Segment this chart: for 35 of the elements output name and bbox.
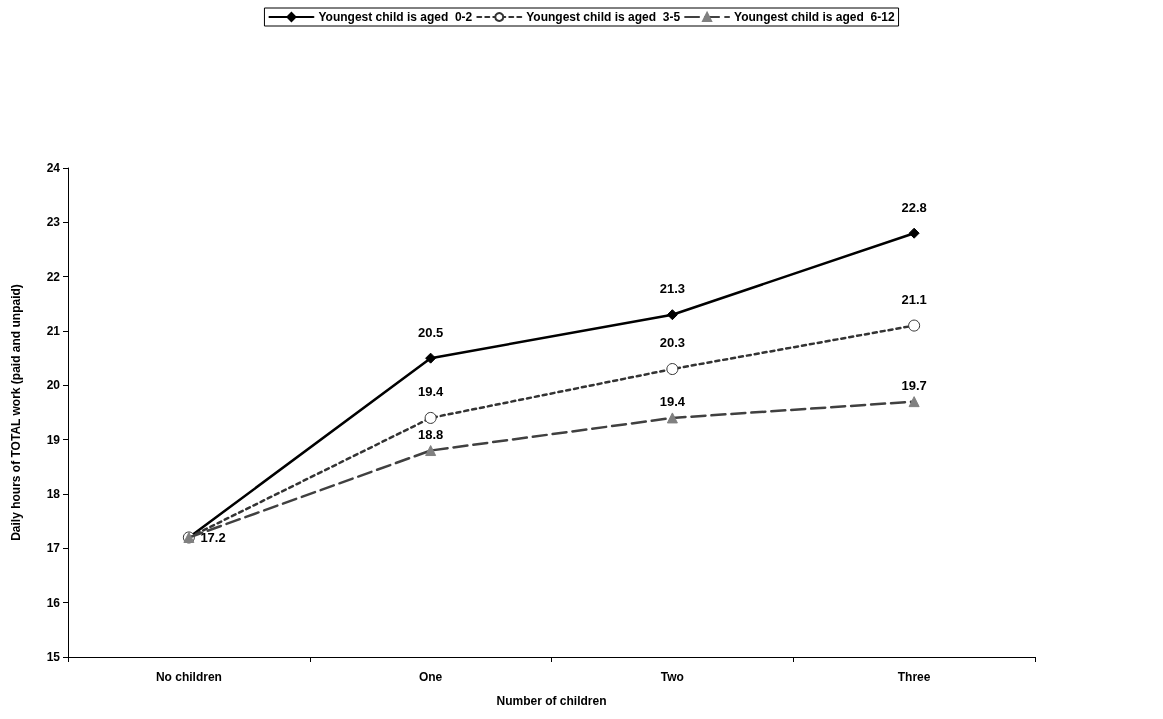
point [424, 411, 437, 424]
point [908, 319, 921, 332]
legend-label: Youngest child is aged 6-12 [734, 10, 895, 24]
y-tick-label: 18 [46, 487, 61, 501]
y-tick-label: 15 [46, 650, 61, 664]
data-label: 21.3 [659, 281, 686, 297]
data-label: 20.5 [417, 324, 444, 340]
x-tick-label: No children [155, 670, 222, 684]
y-tick-label: 23 [46, 215, 61, 230]
data-label: 19.4 [417, 383, 445, 399]
point [908, 227, 920, 239]
x-tick-label: One [418, 670, 443, 684]
x-tick-label: Three [897, 670, 931, 684]
x-axis-title: Number of children [496, 694, 607, 708]
y-tick-label: 16 [46, 595, 61, 610]
data-label: 17.2 [200, 529, 226, 545]
legend-label: Youngest child is aged 0-2 [318, 10, 473, 24]
y-tick-label: 21 [46, 324, 61, 338]
y-tick-label: 24 [46, 161, 61, 175]
data-label: 19.4 [659, 394, 686, 410]
data-label: 20.3 [659, 335, 686, 351]
y-tick-label: 17 [46, 541, 61, 556]
data-label: 18.8 [417, 427, 444, 443]
point [425, 352, 437, 364]
y-tick-label: 20 [46, 378, 61, 393]
point [666, 309, 678, 321]
x-tick-label: Two [660, 670, 684, 684]
data-label: 19.7 [901, 378, 927, 394]
y-tick-label: 22 [46, 269, 61, 284]
data-label: 22.8 [901, 199, 927, 215]
data-label: 21.1 [901, 291, 927, 307]
point [666, 363, 679, 376]
legend-label: Youngest child is aged 3-5 [526, 10, 681, 24]
y-axis-title: Daily hours of TOTAL work (paid and unpaid) [9, 284, 23, 541]
y-tick-label: 19 [46, 432, 61, 447]
